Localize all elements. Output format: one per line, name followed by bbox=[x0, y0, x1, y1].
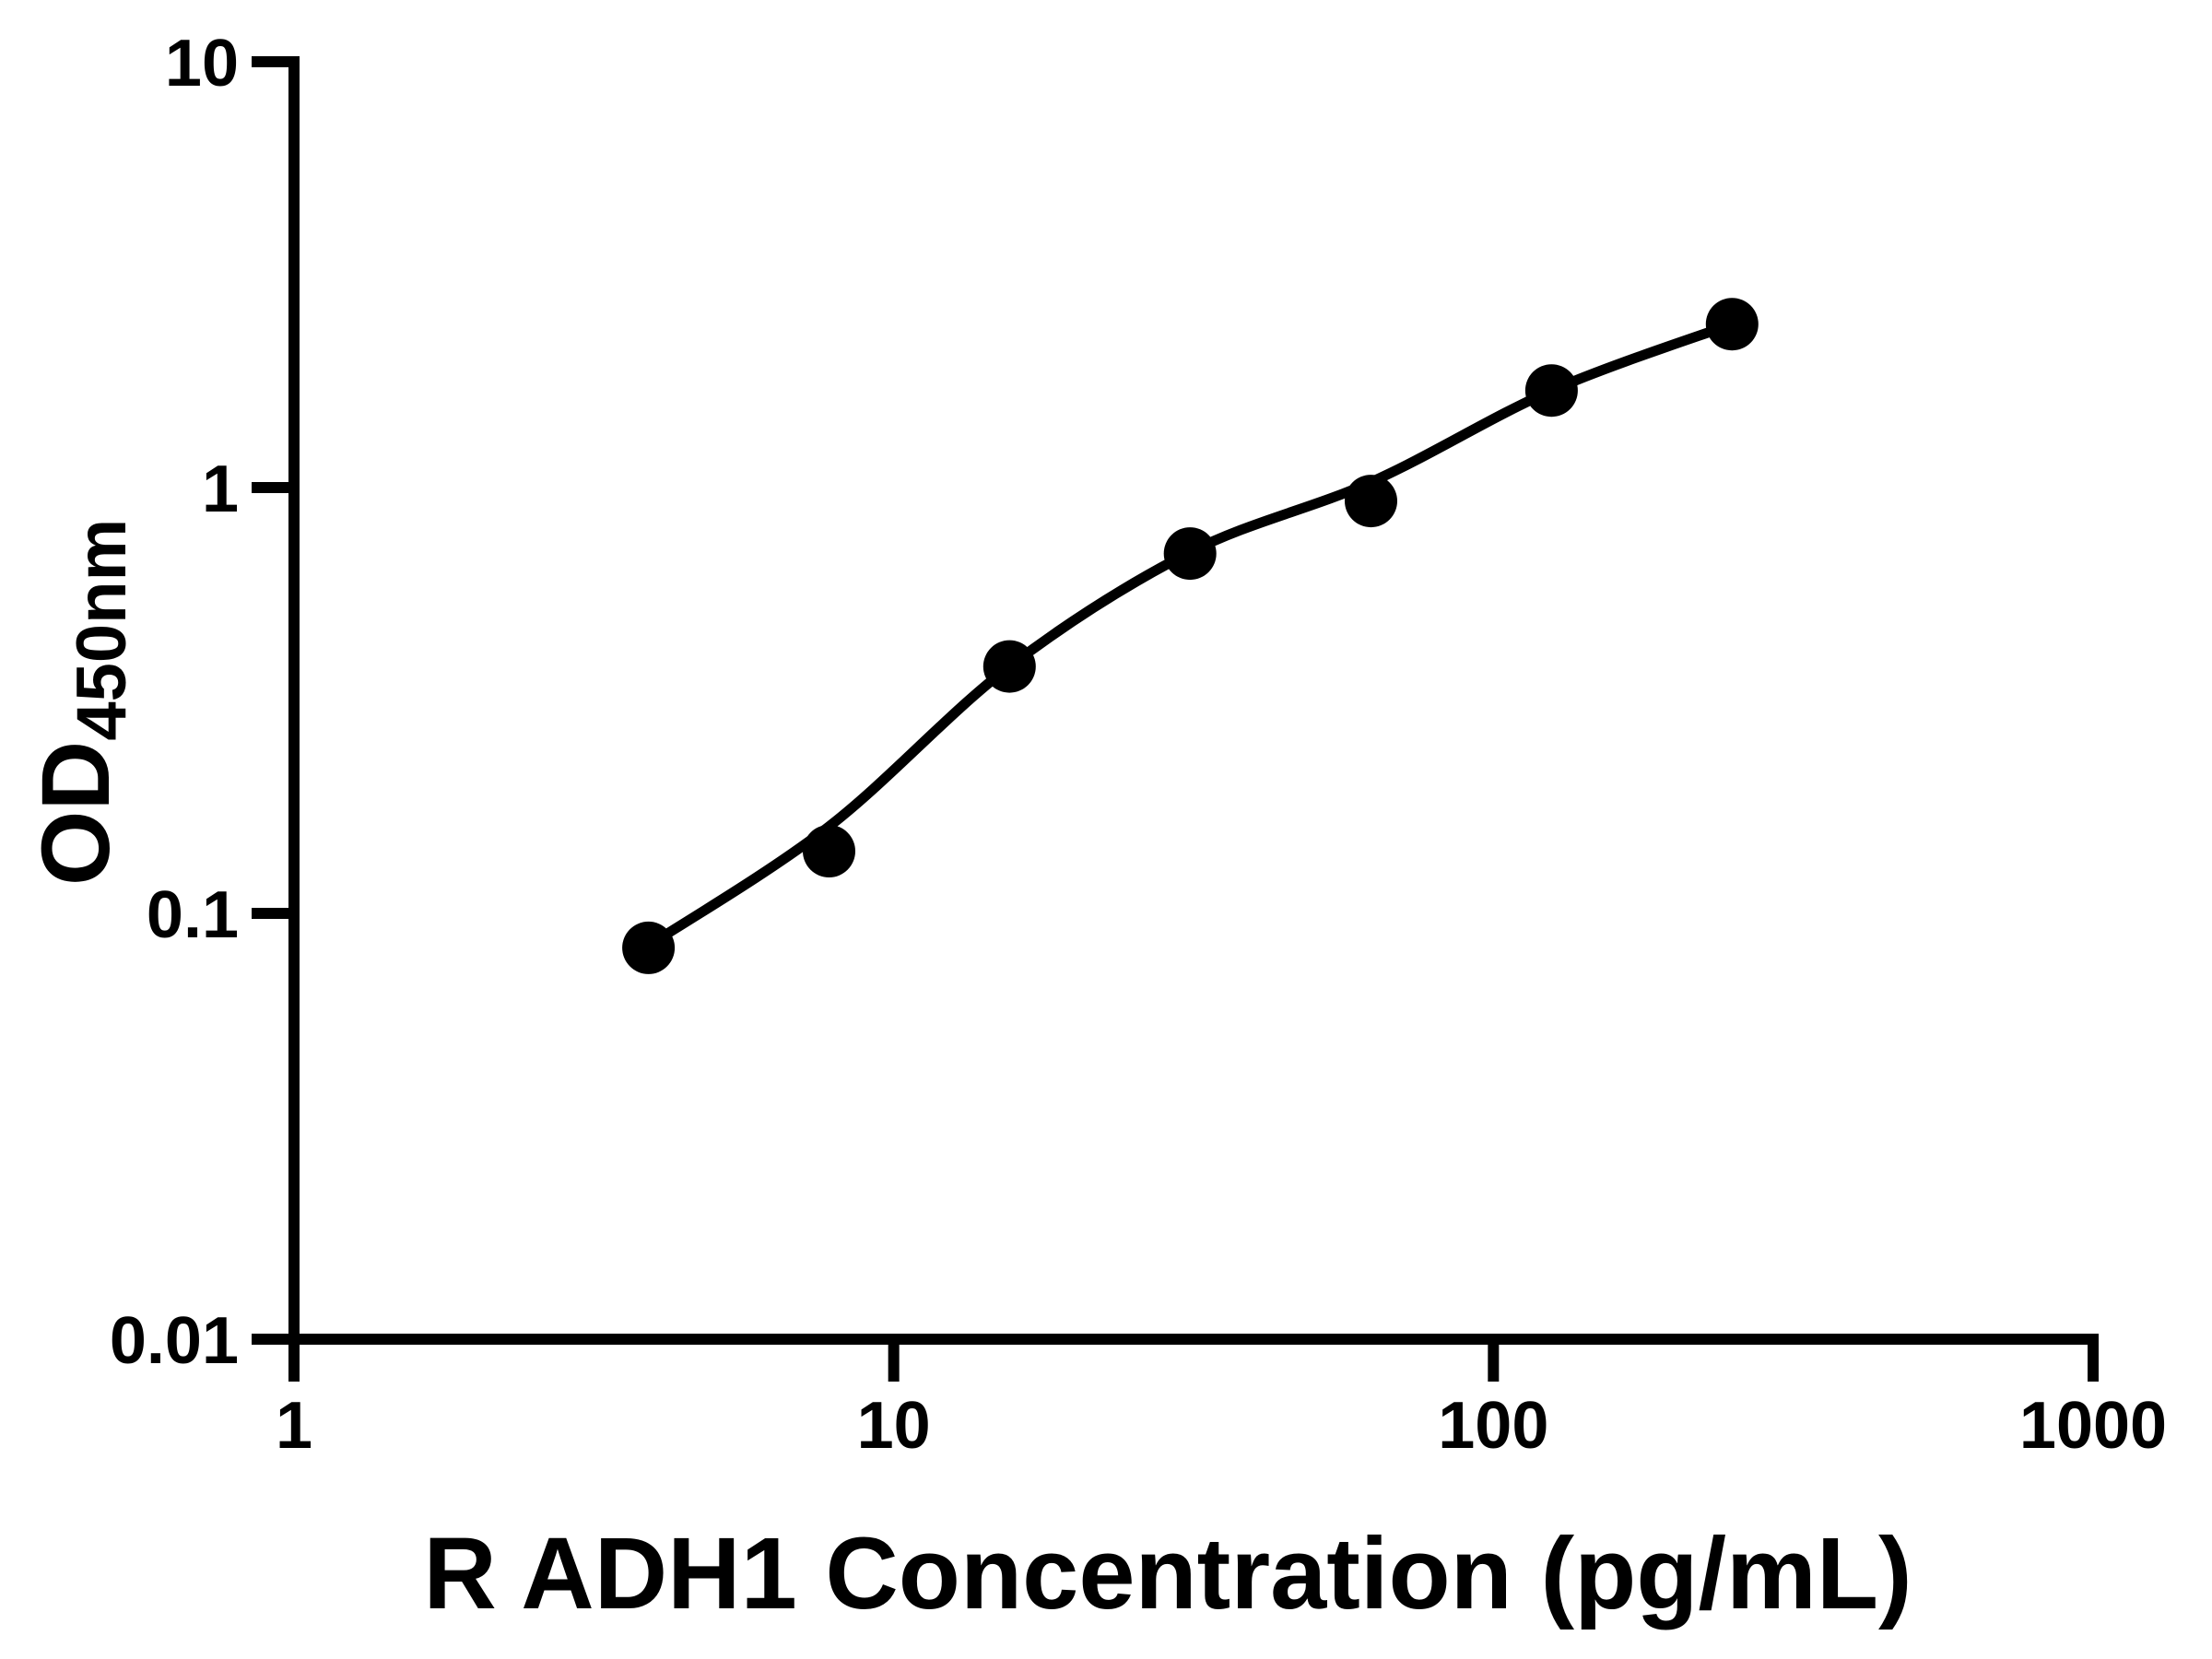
y-tick-label: 0.01 bbox=[110, 1304, 239, 1378]
data-point bbox=[803, 825, 855, 877]
y-axis-title: OD450nm bbox=[22, 519, 141, 886]
data-point bbox=[1705, 298, 1759, 351]
x-tick-label: 1 bbox=[276, 1389, 312, 1463]
x-tick-label: 1000 bbox=[2019, 1389, 2167, 1463]
data-point bbox=[1345, 475, 1397, 528]
y-tick-label: 0.1 bbox=[147, 878, 239, 952]
x-tick-label: 10 bbox=[857, 1389, 931, 1463]
x-axis-title: R ADH1 Concentration (pg/mL) bbox=[423, 1517, 1912, 1630]
y-tick-label: 10 bbox=[165, 27, 239, 100]
data-point bbox=[982, 640, 1036, 693]
data-point bbox=[1163, 527, 1217, 581]
x-tick-label: 100 bbox=[1438, 1389, 1548, 1463]
y-tick-label: 1 bbox=[202, 453, 239, 526]
data-point bbox=[1524, 364, 1578, 418]
data-point bbox=[622, 921, 676, 974]
